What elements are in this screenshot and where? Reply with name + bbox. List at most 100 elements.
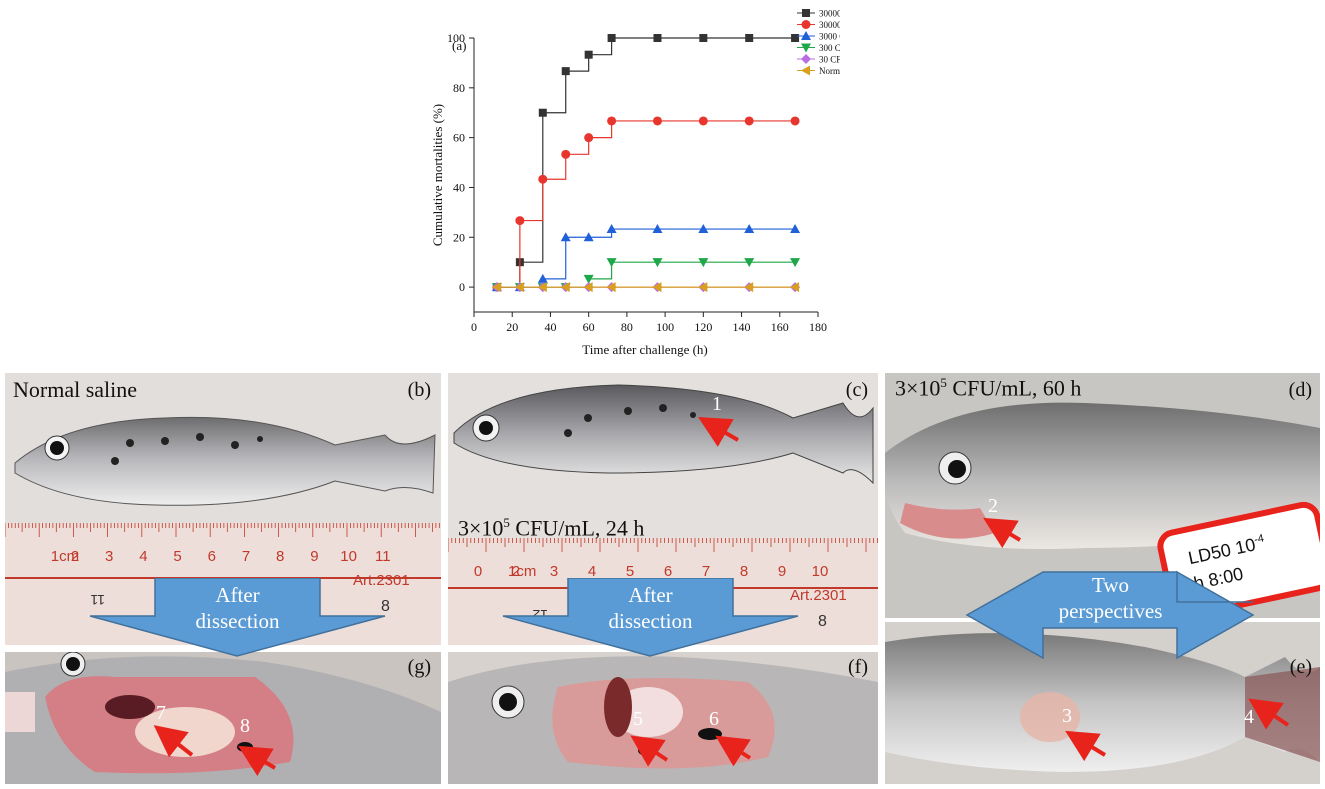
panel-d-caption-main: 3×10 — [895, 375, 941, 401]
data-point — [537, 273, 548, 283]
panel-c-caption: 3×105 CFU/mL, 24 h — [458, 515, 644, 541]
data-point — [583, 274, 594, 284]
data-point — [652, 224, 663, 234]
panel-b-caption: Normal saline — [13, 377, 138, 402]
data-point — [698, 282, 708, 293]
legend-entry: 30000 CFU/mL — [819, 20, 840, 30]
ruler-bottom-number: 11 — [90, 592, 105, 608]
data-point — [561, 149, 571, 159]
panel-f-photo: (f) — [448, 652, 878, 784]
data-point — [744, 224, 755, 234]
after-dissection-middle-line1: After — [628, 583, 673, 607]
series-line-0 — [496, 37, 796, 288]
x-tick-label: 140 — [733, 320, 751, 334]
two-perspectives-line2: perspectives — [1058, 599, 1163, 623]
ruler-number: 10 — [812, 563, 829, 580]
ruler-number: 11 — [375, 548, 391, 565]
two-perspectives-line1: Two — [1091, 573, 1130, 597]
fish-24h-illustration — [448, 384, 878, 645]
data-point — [584, 50, 593, 59]
after-dissection-label-left: After dissection — [155, 582, 320, 634]
ruler-bottom-number: 8 — [818, 613, 827, 630]
chart-axes: 0 20 40 60 80 100 120 140 160 180 0 20 40 60 80 100 — [447, 31, 827, 334]
chart-series-layer — [491, 34, 801, 293]
ruler-brand: Art.2301 — [790, 587, 847, 604]
ruler-number: 7 — [702, 563, 710, 580]
data-point — [606, 282, 616, 293]
data-point — [698, 224, 709, 234]
ruler-brand: Art.2301 — [353, 572, 410, 589]
marker-label-7: 7 — [156, 702, 166, 724]
data-point — [607, 116, 617, 126]
marker-label-2: 2 — [988, 495, 998, 517]
data-point — [491, 282, 501, 293]
chart-x-axis-label: Time after challenge (h) — [582, 342, 708, 357]
data-point — [538, 174, 548, 184]
data-point — [606, 258, 617, 268]
panel-d-photo: LD50 10-4 h 8:00 3×105 CFU/mL, 60 h (d) — [885, 373, 1320, 618]
data-point — [790, 116, 800, 126]
x-tick-label: 20 — [506, 320, 518, 334]
ruler-number: 9 — [778, 563, 786, 580]
data-point — [745, 34, 754, 42]
y-tick-label: 20 — [453, 230, 465, 244]
ruler-number: 3 — [550, 563, 558, 580]
mortality-chart: (a) 0 20 40 60 80 100 120 140 160 180 0 20 40 60 80 100… — [430, 9, 840, 358]
data-point — [698, 258, 709, 268]
ruler-number: 4 — [139, 548, 147, 565]
two-perspectives-arrow — [965, 570, 1255, 660]
fish-dissected-control-illustration — [5, 652, 441, 784]
ruler-number: 6 — [664, 563, 672, 580]
ruler-cm-label: 1cm — [51, 548, 79, 565]
x-tick-label: 120 — [694, 320, 712, 334]
legend-marker — [801, 43, 811, 53]
panel-d-caption-tail: CFU/mL, 60 h — [946, 375, 1082, 401]
data-point — [652, 116, 662, 126]
series-line-1 — [496, 120, 796, 288]
ruler-number: 8 — [740, 563, 748, 580]
panel-g-label: (g) — [407, 656, 431, 678]
ruler-number: 7 — [242, 548, 250, 565]
panel-g-photo: (g) — [5, 652, 441, 784]
data-point — [561, 67, 570, 76]
ruler-number: 6 — [208, 548, 216, 565]
legend-marker — [801, 20, 811, 29]
ruler-c-cm-label: 1cm — [508, 563, 536, 580]
data-point — [537, 282, 547, 293]
data-point — [538, 108, 547, 117]
legend-entry: Normal saline — [819, 66, 840, 76]
after-dissection-middle-line2: dissection — [608, 609, 693, 633]
after-dissection-left-line1: After — [215, 583, 260, 607]
legend-entry: 3000 CFU/mL — [819, 32, 840, 42]
after-dissection-arrow-middle — [502, 578, 799, 657]
data-point — [560, 232, 571, 242]
y-tick-label: 100 — [447, 31, 465, 45]
data-point — [560, 282, 570, 293]
data-point — [514, 282, 524, 293]
data-point — [790, 224, 801, 234]
tag-line1: LD50 10 — [1186, 534, 1258, 569]
data-point — [791, 34, 800, 42]
y-tick-label: 80 — [453, 81, 465, 95]
marker-label-3: 3 — [1062, 705, 1072, 727]
x-tick-label: 60 — [583, 320, 595, 334]
marker-label-5: 5 — [633, 708, 643, 730]
chart-y-axis-label: Cumulative mortalities (%) — [430, 104, 445, 246]
data-point — [744, 116, 754, 126]
ruler-number: 2 — [512, 563, 520, 580]
panel-e-photo: (e) — [885, 622, 1320, 784]
marker-label-4: 4 — [1244, 706, 1254, 728]
data-point — [583, 232, 594, 242]
data-point — [607, 34, 616, 42]
ruler-number: 5 — [626, 563, 634, 580]
chart-panel-label: (a) — [452, 38, 466, 53]
y-tick-label: 0 — [459, 280, 465, 294]
ruler-bottom-number: 8 — [381, 598, 390, 615]
data-point — [583, 282, 593, 293]
panel-d-caption-sup: 5 — [940, 375, 947, 390]
panel-e-label: (e) — [1289, 656, 1312, 678]
x-tick-label: 0 — [471, 320, 477, 334]
ruler-number: 10 — [340, 548, 357, 565]
legend-marker — [801, 54, 811, 64]
